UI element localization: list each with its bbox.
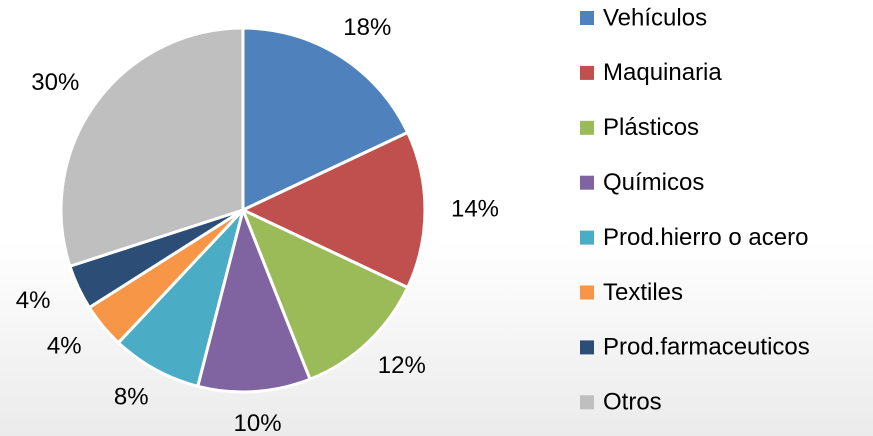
legend-swatch (580, 285, 594, 300)
pie-slice (196, 208, 312, 394)
data-label: 18% (343, 14, 391, 41)
pie-slice (241, 208, 410, 381)
data-label: 12% (378, 352, 426, 379)
legend-label: Vehículos (603, 4, 707, 31)
data-label: 10% (234, 410, 282, 436)
data-label: 30% (31, 69, 79, 96)
pie-slice (241, 131, 427, 289)
pie-slice (116, 208, 245, 388)
data-label: 14% (451, 195, 499, 222)
legend-swatch (580, 395, 594, 410)
legend-swatch (580, 65, 594, 80)
pie-slice (59, 26, 245, 268)
legend-label: Otros (603, 389, 662, 416)
legend-swatch (580, 175, 594, 190)
legend-swatch (580, 230, 594, 245)
data-label: 4% (16, 287, 51, 314)
legend-label: Prod.hierro o acero (603, 224, 808, 251)
legend-label: Plásticos (603, 114, 699, 141)
legend-label: Químicos (603, 169, 704, 196)
legend-label: Textiles (603, 279, 683, 306)
data-label: 8% (114, 384, 149, 411)
pie-slice (241, 26, 410, 212)
legend-label: Prod.farmaceuticos (603, 334, 810, 361)
data-label: 4% (47, 332, 82, 359)
legend-swatch (580, 120, 594, 135)
legend-swatch (580, 340, 594, 355)
legend-label: Maquinaria (603, 59, 722, 86)
legend-swatch (580, 11, 594, 25)
